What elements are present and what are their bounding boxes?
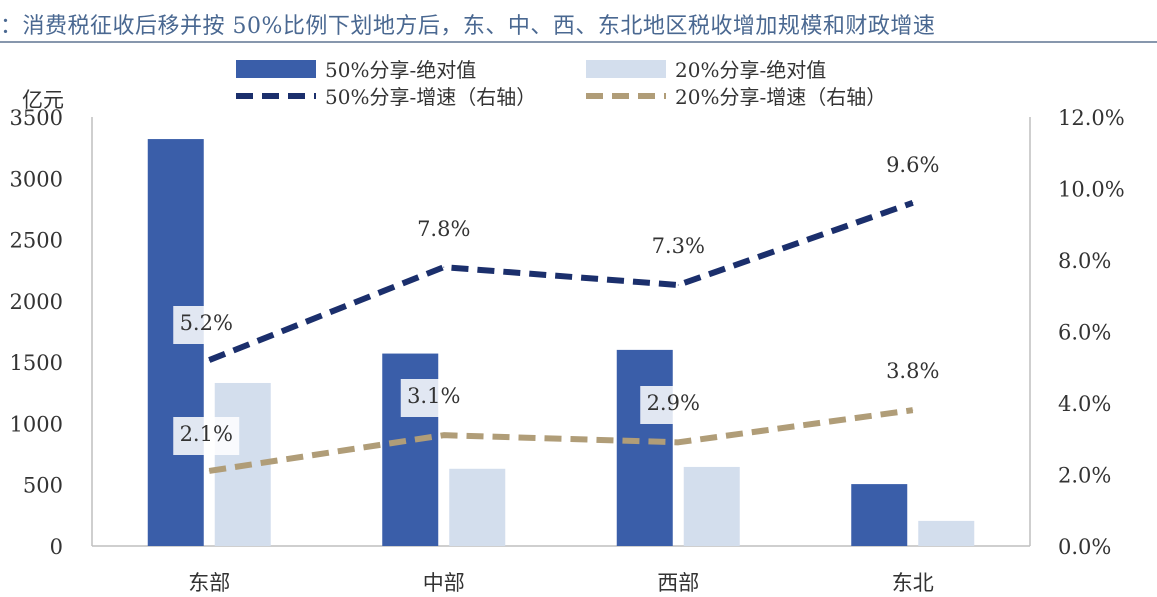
line-series-growth20 xyxy=(209,410,913,471)
x-tick-label: 东部 xyxy=(188,571,230,595)
line-point-2 xyxy=(678,285,679,286)
data-label: 3.1% xyxy=(407,384,460,408)
y2-tick-label: 8.0% xyxy=(1058,249,1111,273)
y-tick-label: 2500 xyxy=(10,229,63,253)
line-point-3 xyxy=(912,410,913,411)
line-point-3 xyxy=(912,202,913,203)
y-tick-label: 3000 xyxy=(10,167,63,191)
chart-plot: 0500100015002000250030003500亿元0.0%2.0%4.… xyxy=(0,0,1157,597)
data-label: 7.8% xyxy=(417,217,470,241)
line-point-1 xyxy=(443,435,444,436)
y-axis-label: 亿元 xyxy=(22,88,64,112)
legend-label: 20%分享-绝对值 xyxy=(675,58,826,82)
legend-swatch-share20 xyxy=(586,60,666,78)
bar-share20-2 xyxy=(684,467,740,546)
y-tick-label: 2000 xyxy=(10,290,63,314)
y2-tick-label: 0.0% xyxy=(1058,535,1111,559)
legend-label: 50%分享-增速（右轴） xyxy=(325,85,536,109)
x-tick-label: 中部 xyxy=(423,571,465,595)
legend-label: 20%分享-增速（右轴） xyxy=(675,85,886,109)
y-tick-label: 500 xyxy=(23,474,63,498)
line-point-0 xyxy=(209,360,210,361)
data-label: 3.8% xyxy=(886,359,939,383)
line-point-2 xyxy=(678,442,679,443)
line-point-0 xyxy=(209,470,210,471)
x-tick-label: 西部 xyxy=(657,571,699,595)
y-tick-label: 1500 xyxy=(10,351,63,375)
legend-label: 50%分享-绝对值 xyxy=(325,58,476,82)
bar-share20-3 xyxy=(918,521,974,546)
data-label: 9.6% xyxy=(886,153,939,177)
bar-share20-1 xyxy=(449,469,505,546)
chart-figure: ：消费税征收后移并按 50%比例下划地方后，东、中、西、东北地区税收增加规模和财… xyxy=(0,0,1157,597)
data-label: 5.2% xyxy=(180,311,233,335)
legend-swatch-share50 xyxy=(236,60,316,78)
y-tick-label: 1000 xyxy=(10,412,63,436)
data-label: 2.9% xyxy=(647,391,700,415)
x-tick-label: 东北 xyxy=(892,571,934,595)
bar-share50-2 xyxy=(617,350,673,546)
data-label: 2.1% xyxy=(180,422,233,446)
y2-tick-label: 6.0% xyxy=(1058,321,1111,345)
y2-tick-label: 10.0% xyxy=(1058,178,1125,202)
y2-tick-label: 12.0% xyxy=(1058,106,1125,130)
line-series-growth50 xyxy=(209,203,913,360)
y2-tick-label: 4.0% xyxy=(1058,392,1111,416)
bar-share50-3 xyxy=(851,484,907,546)
y2-tick-label: 2.0% xyxy=(1058,464,1111,488)
line-point-1 xyxy=(443,267,444,268)
y-tick-label: 0 xyxy=(50,535,63,559)
data-label: 7.3% xyxy=(652,234,705,258)
